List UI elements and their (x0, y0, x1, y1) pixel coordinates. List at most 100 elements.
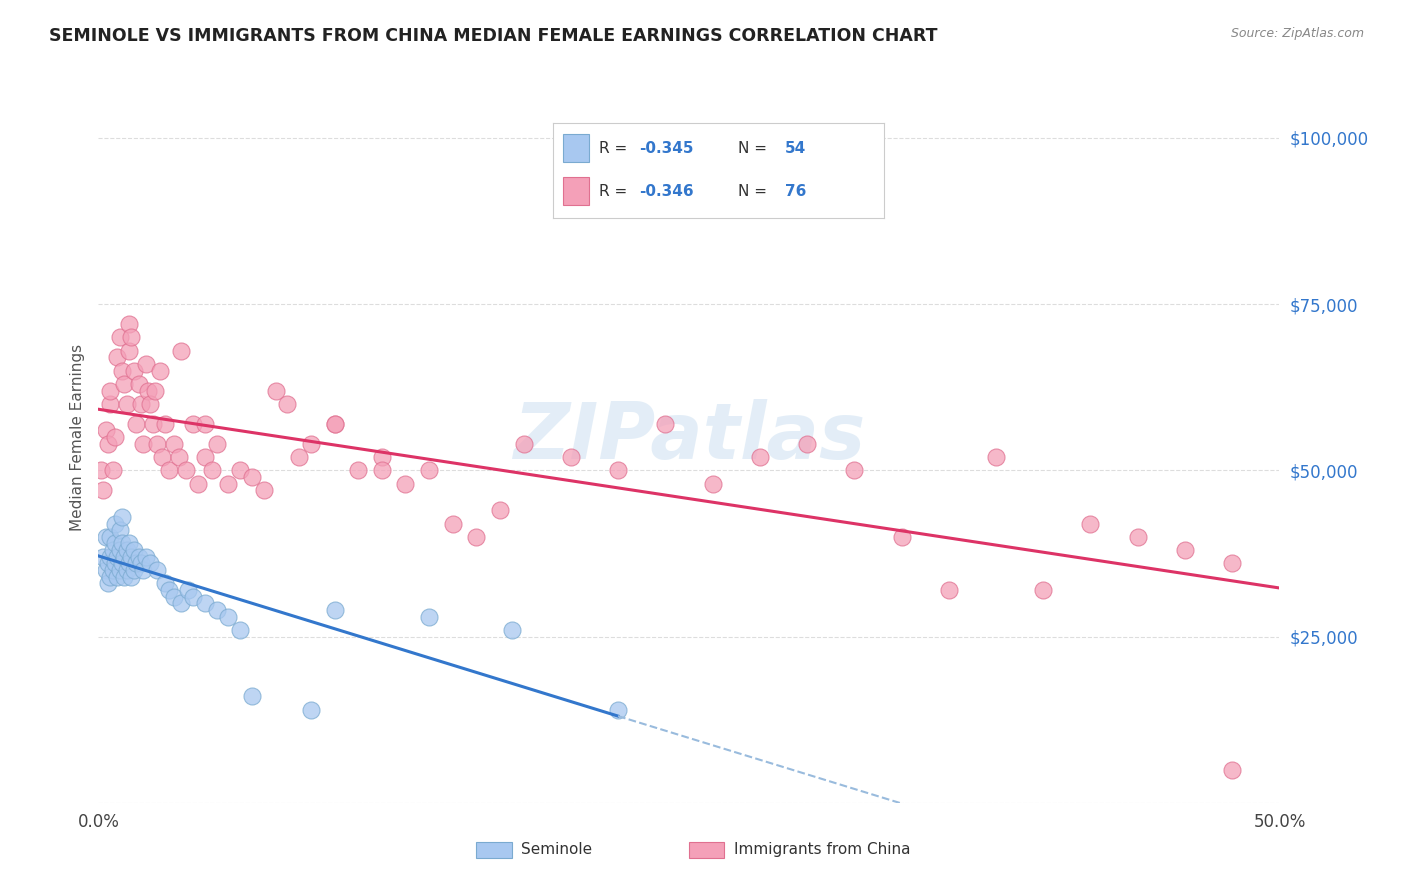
Point (125, 417, 148, 431)
Point (170, 596, 193, 610)
Point (97, 557, 120, 571)
Point (121, 570, 143, 584)
Point (323, 417, 346, 431)
Point (240, 470, 263, 484)
Point (139, 557, 162, 571)
Point (187, 476, 209, 491)
Point (796, 436, 818, 450)
Point (1126, 530, 1149, 544)
Point (276, 397, 298, 411)
Point (118, 557, 141, 571)
Point (132, 436, 155, 450)
Point (122, 543, 145, 558)
Point (418, 609, 440, 624)
Point (984, 450, 1007, 464)
Point (205, 603, 228, 617)
Point (111, 536, 134, 550)
Point (98, 549, 121, 564)
Point (139, 397, 162, 411)
Point (104, 557, 127, 571)
Point (512, 436, 534, 450)
Point (489, 503, 512, 517)
Point (115, 543, 138, 558)
Text: ZIPatlas: ZIPatlas (513, 399, 865, 475)
Point (394, 476, 416, 491)
Point (101, 463, 124, 477)
Point (1220, 557, 1243, 571)
Point (465, 530, 488, 544)
Point (938, 582, 960, 597)
Point (97, 576, 120, 591)
Point (1220, 763, 1243, 777)
Point (323, 417, 346, 431)
Point (108, 523, 131, 537)
Point (128, 376, 150, 391)
Point (890, 530, 912, 544)
Point (121, 549, 143, 564)
Point (418, 463, 440, 477)
Point (501, 623, 523, 637)
Point (194, 596, 217, 610)
Point (201, 463, 224, 477)
Point (149, 363, 172, 377)
Point (136, 384, 159, 398)
Point (217, 609, 239, 624)
Point (104, 536, 127, 550)
Point (240, 690, 263, 704)
Point (105, 570, 128, 584)
Point (118, 536, 141, 550)
Point (98, 530, 121, 544)
Point (135, 549, 157, 564)
Point (157, 582, 180, 597)
Point (98, 384, 121, 398)
Point (91, 483, 114, 498)
Point (264, 384, 287, 398)
Point (101, 543, 124, 558)
Point (105, 351, 128, 365)
Point (146, 563, 169, 577)
Point (194, 450, 217, 464)
Point (1174, 543, 1197, 558)
Point (229, 463, 252, 477)
Point (347, 463, 370, 477)
Y-axis label: Median Female Earnings: Median Female Earnings (69, 343, 84, 531)
Text: SEMINOLE VS IMMIGRANTS FROM CHINA MEDIAN FEMALE EARNINGS CORRELATION CHART: SEMINOLE VS IMMIGRANTS FROM CHINA MEDIAN… (49, 27, 938, 45)
Point (194, 417, 217, 431)
Point (146, 436, 169, 450)
Point (607, 703, 630, 717)
Point (115, 563, 138, 577)
Point (163, 590, 186, 604)
Point (157, 463, 180, 477)
Point (118, 317, 141, 331)
Point (299, 436, 322, 450)
Point (748, 450, 770, 464)
Point (163, 436, 186, 450)
Point (98, 570, 121, 584)
Point (702, 476, 724, 491)
Point (135, 357, 157, 371)
Point (118, 343, 141, 358)
FancyBboxPatch shape (477, 841, 512, 858)
Text: Immigrants from China: Immigrants from China (734, 842, 910, 857)
Point (94, 424, 117, 438)
Point (97, 436, 120, 450)
Point (299, 703, 322, 717)
Point (108, 543, 131, 558)
Point (125, 557, 148, 571)
Point (177, 582, 200, 597)
Point (122, 363, 145, 377)
Point (111, 509, 134, 524)
FancyBboxPatch shape (689, 841, 724, 858)
Point (94, 563, 117, 577)
Point (371, 463, 394, 477)
Point (122, 563, 145, 577)
Point (143, 384, 166, 398)
Point (132, 563, 155, 577)
Text: Seminole: Seminole (522, 842, 592, 857)
Point (441, 516, 464, 531)
Point (150, 450, 173, 464)
Point (112, 570, 135, 584)
Point (560, 450, 582, 464)
Point (229, 623, 252, 637)
Point (1032, 582, 1054, 597)
